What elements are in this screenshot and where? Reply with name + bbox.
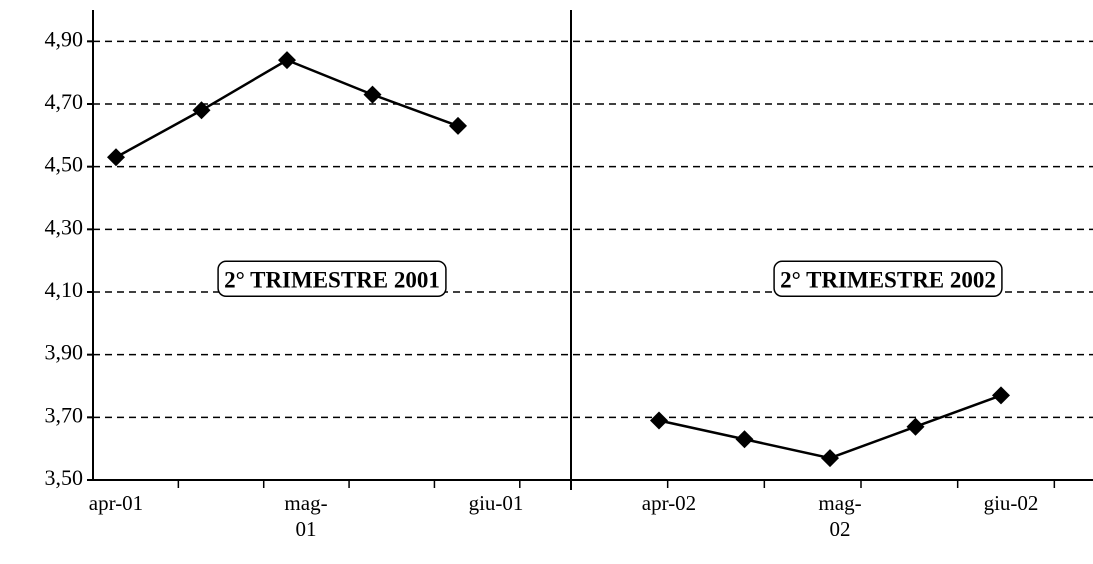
marker: [906, 417, 925, 436]
marker: [278, 51, 296, 70]
marker: [650, 411, 668, 430]
y-tick-label: 3,50: [45, 465, 84, 490]
x-tick-label: mag-02: [818, 491, 862, 541]
marker: [821, 449, 839, 468]
x-tick-label: mag-01: [284, 491, 328, 541]
marker: [992, 386, 1010, 405]
x-tick-label: giu-01: [468, 491, 524, 515]
y-tick-label: 3,90: [45, 340, 84, 365]
marker: [107, 148, 125, 167]
annotation-box: [217, 260, 447, 298]
annotation: 2° TRIMESTRE 2002: [780, 267, 996, 292]
y-tick-label: 4,10: [45, 277, 84, 302]
annotation: 2° TRIMESTRE 2001: [224, 267, 440, 292]
series-line: [658, 394, 1002, 460]
marker: [363, 85, 382, 104]
y-tick-label: 4,30: [45, 214, 84, 239]
x-tick-label: apr-01: [88, 491, 144, 515]
marker: [449, 116, 467, 135]
y-tick-label: 3,70: [45, 402, 84, 427]
marker: [192, 101, 211, 120]
x-tick-label: giu-02: [983, 491, 1039, 515]
marker: [735, 430, 754, 449]
y-tick-label: 4,50: [45, 152, 84, 177]
annotation-box: [773, 260, 1003, 298]
y-tick-label: 4,90: [45, 26, 84, 51]
x-tick-label: apr-02: [641, 491, 697, 515]
y-tick-label: 4,70: [45, 89, 84, 114]
series-line: [115, 58, 459, 159]
